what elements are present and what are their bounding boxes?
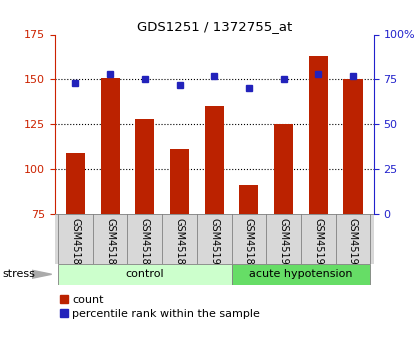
Text: GSM45193: GSM45193: [209, 218, 219, 271]
Bar: [135, 119, 155, 214]
Bar: [66, 153, 85, 214]
Bar: [58, 264, 231, 285]
Text: GSM45187: GSM45187: [140, 218, 150, 271]
Text: GSM45190: GSM45190: [278, 218, 289, 271]
Bar: [231, 264, 370, 285]
Title: GDS1251 / 1372755_at: GDS1251 / 1372755_at: [136, 20, 292, 33]
Bar: [100, 78, 120, 214]
Text: GSM45192: GSM45192: [348, 218, 358, 271]
Text: acute hypotension: acute hypotension: [249, 269, 353, 279]
Bar: [205, 106, 224, 214]
Polygon shape: [32, 270, 52, 278]
Text: stress: stress: [2, 269, 35, 279]
Legend: count, percentile rank within the sample: count, percentile rank within the sample: [60, 295, 260, 319]
Text: control: control: [126, 269, 164, 279]
Text: GSM45191: GSM45191: [313, 218, 323, 271]
Text: GSM45186: GSM45186: [105, 218, 115, 271]
Text: GSM45188: GSM45188: [244, 218, 254, 271]
Bar: [309, 56, 328, 214]
Bar: [344, 79, 362, 214]
Text: GSM45184: GSM45184: [71, 218, 80, 271]
Bar: [274, 124, 293, 214]
Text: GSM45189: GSM45189: [174, 218, 184, 271]
Bar: [170, 149, 189, 214]
Bar: [239, 185, 258, 214]
